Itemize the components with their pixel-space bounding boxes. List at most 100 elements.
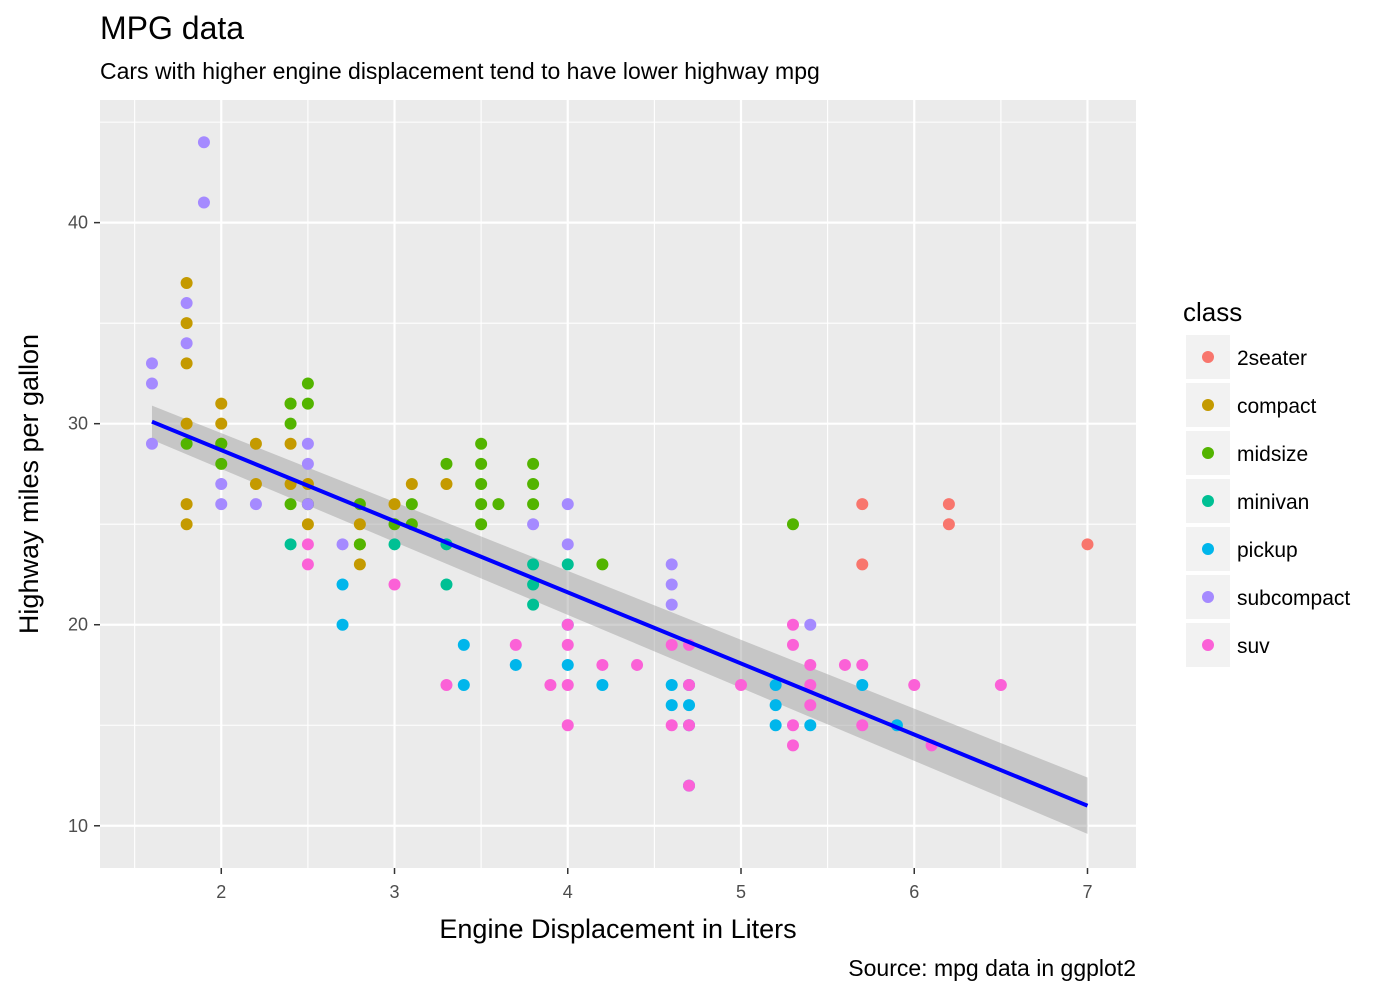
data-point-suv bbox=[544, 679, 557, 692]
legend-marker bbox=[1202, 591, 1214, 603]
legend-label: minivan bbox=[1237, 491, 1309, 514]
data-point-2seater bbox=[942, 498, 955, 511]
data-point-midsize bbox=[284, 417, 297, 430]
data-point-compact bbox=[405, 478, 418, 490]
data-point-minivan bbox=[388, 538, 401, 551]
x-tick-label: 6 bbox=[909, 882, 919, 902]
data-point-pickup bbox=[457, 679, 470, 692]
data-point-midsize bbox=[440, 457, 453, 470]
data-point-2seater bbox=[1081, 538, 1094, 551]
data-point-suv bbox=[683, 679, 696, 692]
data-point-suv bbox=[994, 679, 1007, 692]
legend-item-midsize: midsize bbox=[1186, 431, 1308, 475]
data-point-compact bbox=[180, 498, 193, 511]
data-point-midsize bbox=[284, 498, 297, 511]
plot-panel bbox=[100, 100, 1136, 868]
data-point-suv bbox=[301, 558, 314, 571]
data-point-midsize bbox=[786, 518, 799, 531]
y-axis: 10 20 30 40 bbox=[68, 213, 100, 836]
data-point-suv bbox=[440, 679, 453, 692]
data-point-subcompact bbox=[665, 598, 678, 611]
data-point-suv bbox=[631, 658, 644, 671]
data-point-midsize bbox=[475, 478, 488, 490]
data-point-minivan bbox=[527, 598, 540, 611]
data-point-pickup bbox=[457, 638, 470, 651]
legend-item-minivan: minivan bbox=[1186, 479, 1309, 523]
data-point-suv bbox=[561, 618, 574, 631]
data-point-pickup bbox=[561, 658, 574, 671]
data-point-midsize bbox=[353, 538, 366, 551]
data-point-compact bbox=[353, 558, 366, 571]
data-point-pickup bbox=[769, 679, 782, 692]
data-point-compact bbox=[215, 417, 228, 430]
data-point-midsize bbox=[475, 437, 488, 450]
data-point-midsize bbox=[301, 397, 314, 410]
data-point-suv bbox=[683, 779, 696, 792]
data-point-minivan bbox=[527, 578, 540, 591]
confidence-band bbox=[151, 405, 1088, 834]
data-point-suv bbox=[683, 719, 696, 732]
legend-item-compact: compact bbox=[1186, 383, 1317, 427]
data-point-pickup bbox=[683, 699, 696, 712]
data-point-compact bbox=[284, 437, 297, 450]
data-point-subcompact bbox=[197, 136, 210, 149]
legend-marker bbox=[1202, 543, 1214, 555]
data-point-suv bbox=[735, 679, 748, 692]
data-point-subcompact bbox=[180, 337, 193, 350]
minor-gridlines bbox=[100, 100, 1136, 868]
chart-subtitle: Cars with higher engine displacement ten… bbox=[100, 58, 820, 84]
data-point-suv bbox=[908, 679, 921, 692]
points-layer bbox=[145, 136, 1094, 792]
data-point-midsize bbox=[284, 397, 297, 410]
y-tick-label: 10 bbox=[68, 816, 88, 836]
data-point-subcompact bbox=[215, 478, 228, 490]
x-axis-title: Engine Displacement in Liters bbox=[439, 914, 796, 944]
data-point-compact bbox=[180, 357, 193, 370]
data-point-midsize bbox=[405, 498, 418, 511]
data-point-suv bbox=[804, 699, 817, 712]
legend-marker bbox=[1202, 351, 1214, 363]
data-point-midsize bbox=[527, 457, 540, 470]
x-tick-label: 5 bbox=[736, 882, 746, 902]
data-point-suv bbox=[804, 679, 817, 692]
data-point-suv bbox=[786, 719, 799, 732]
data-point-midsize bbox=[596, 558, 609, 571]
legend-marker bbox=[1202, 495, 1214, 507]
data-point-pickup bbox=[336, 618, 349, 631]
y-tick-label: 30 bbox=[68, 414, 88, 434]
data-point-midsize bbox=[475, 457, 488, 470]
data-point-suv bbox=[596, 658, 609, 671]
data-point-suv bbox=[838, 658, 851, 671]
data-point-compact bbox=[249, 478, 262, 490]
y-tick-label: 40 bbox=[68, 213, 88, 233]
legend-marker bbox=[1202, 399, 1214, 411]
data-point-subcompact bbox=[301, 437, 314, 450]
data-point-suv bbox=[561, 679, 574, 692]
data-point-pickup bbox=[596, 679, 609, 692]
legend-title: class bbox=[1183, 297, 1242, 327]
data-point-pickup bbox=[804, 719, 817, 732]
data-point-minivan bbox=[561, 558, 574, 571]
chart-caption: Source: mpg data in ggplot2 bbox=[848, 955, 1136, 981]
data-point-midsize bbox=[475, 498, 488, 511]
data-point-suv bbox=[665, 638, 678, 651]
data-point-minivan bbox=[440, 578, 453, 591]
data-point-pickup bbox=[665, 679, 678, 692]
data-point-midsize bbox=[215, 457, 228, 470]
legend-item-suv: suv bbox=[1186, 623, 1270, 667]
x-tick-label: 4 bbox=[563, 882, 573, 902]
data-point-pickup bbox=[665, 699, 678, 712]
data-point-2seater bbox=[856, 558, 869, 571]
data-point-compact bbox=[215, 397, 228, 410]
data-point-suv bbox=[786, 618, 799, 631]
data-point-subcompact bbox=[804, 618, 817, 631]
x-tick-label: 3 bbox=[390, 882, 400, 902]
y-tick-label: 20 bbox=[68, 615, 88, 635]
data-point-subcompact bbox=[301, 457, 314, 470]
legend-label: compact bbox=[1237, 395, 1317, 418]
legend-label: midsize bbox=[1237, 443, 1308, 466]
legend-item-subcompact: subcompact bbox=[1186, 575, 1350, 619]
legend-label: pickup bbox=[1237, 539, 1298, 562]
data-point-midsize bbox=[475, 518, 488, 531]
